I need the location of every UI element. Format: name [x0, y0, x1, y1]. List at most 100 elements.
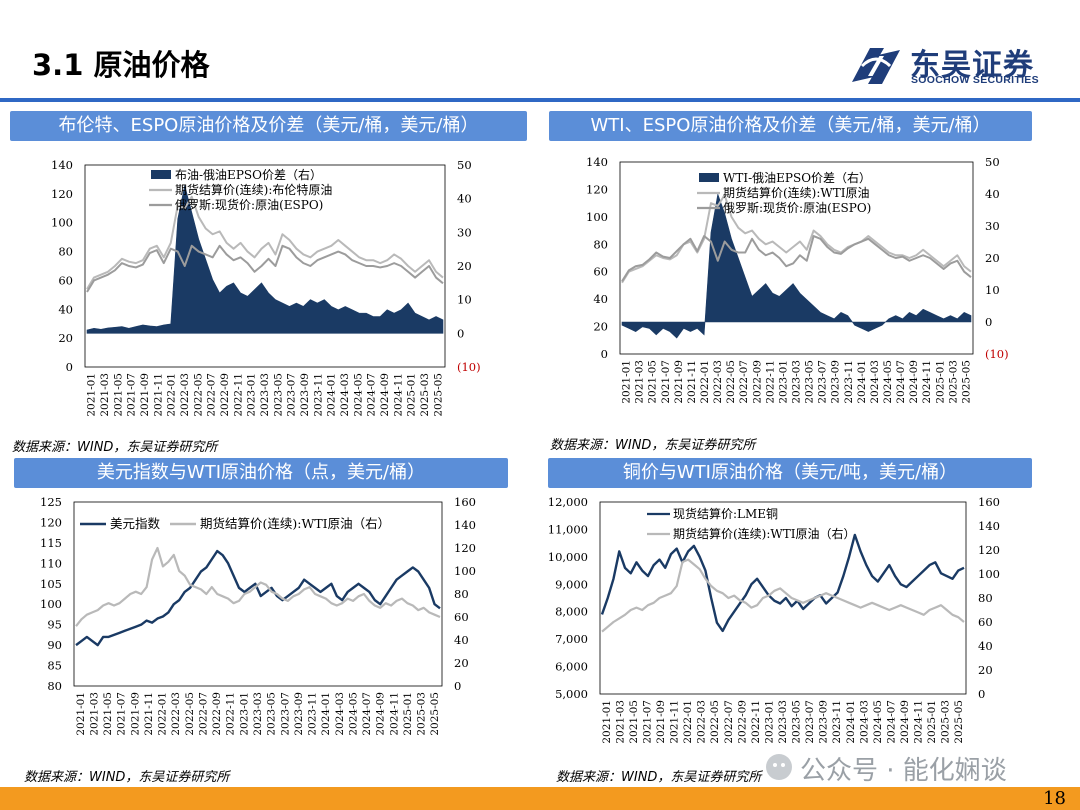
y-right-tick-label: 140: [978, 519, 1000, 533]
x-tick-label: 2024-03: [869, 360, 881, 404]
chart-brent-espo: 0 20 40 60 80 100 120 140 (10) 0 10 20 30 40 50 2021-01…: [51, 158, 481, 417]
x-tick-label: 2024-05: [352, 373, 364, 417]
x-tick-label: 2024-07: [895, 360, 907, 404]
x-tick-label: 2024-09: [379, 373, 391, 417]
y-left-tick-label: 125: [40, 495, 62, 509]
x-tick-label: 2021-11: [669, 700, 681, 744]
y-right-tick-label: 0: [454, 679, 461, 693]
x-tick-label: 2024-05: [882, 360, 894, 404]
y-right-tick-label: 50: [457, 158, 472, 172]
x-tick-label: 2024-07: [366, 373, 378, 417]
x-tick-label: 2023-11: [831, 700, 843, 744]
chart-copper-wti: 5,000 6,000 7,000 8,000 9,000 10,000 11,000 12,…: [548, 495, 1000, 744]
panel-title-3: 美元指数与WTI原油价格（点，美元/桶）: [14, 458, 508, 488]
x-tick-label: 2021-01: [621, 360, 633, 404]
x-tick-label: 2022-09: [219, 373, 231, 417]
x-tick-label: 2022-07: [723, 700, 735, 744]
x-tick-label: 2021-09: [129, 692, 141, 736]
x-tick-label: 2025-03: [419, 373, 431, 417]
y-left-tick-label: 10,000: [548, 550, 588, 564]
legend-label: 布油-俄油EPSO价差（右）: [175, 167, 322, 182]
x-tick-label: 2022-05: [192, 373, 204, 417]
y-right-tick-label: 0: [457, 326, 464, 340]
x-tick-label: 2025-03: [416, 692, 428, 736]
source-note-4: 数据来源：WIND，东吴证券研究所: [556, 770, 762, 785]
x-tick-label: 2021-09: [673, 360, 685, 404]
x-tick-label: 2021-01: [601, 700, 613, 744]
y-right-tick-label: 80: [454, 587, 469, 601]
y-right-tick-label: (10): [985, 347, 1009, 361]
x-tick-label: 2023-01: [238, 692, 250, 736]
y-left-tick-label: 7,000: [555, 632, 588, 646]
x-tick-label: 2025-01: [406, 373, 418, 417]
x-tick-label: 2021-07: [126, 373, 138, 417]
legend-label: 期货结算价(连续):WTI原油（右）: [200, 516, 390, 531]
legend-label: 期货结算价(连续):布伦特原油: [175, 182, 332, 197]
legend-label: 俄罗斯:现货价:原油(ESPO): [175, 197, 323, 212]
y-left-tick-label: 140: [586, 155, 608, 169]
x-tick-label: 2023-05: [791, 700, 803, 744]
x-tick-label: 2022-07: [206, 373, 218, 417]
x-tick-label: 2022-11: [750, 700, 762, 744]
y-right-tick-label: 160: [454, 495, 476, 509]
x-tick-label: 2021-03: [634, 360, 646, 404]
x-tick-label: 2023-07: [817, 360, 829, 404]
series-line: [86, 195, 444, 290]
y-right-tick-label: 60: [454, 610, 469, 624]
y-left-tick-label: 20: [593, 320, 608, 334]
x-tick-label: 2023-09: [299, 373, 311, 417]
logo-subtitle: SOOCHOW SECURITIES: [911, 74, 1039, 86]
y-right-tick-label: 120: [978, 543, 1000, 557]
x-tick-label: 2023-01: [246, 373, 258, 417]
x-tick-label: 2023-07: [279, 692, 291, 736]
x-tick-label: 2023-01: [777, 360, 789, 404]
soochow-logo-icon: [852, 48, 900, 84]
x-tick-label: 2024-09: [899, 700, 911, 744]
y-left-tick-label: 0: [66, 360, 73, 374]
x-tick-label: 2021-05: [647, 360, 659, 404]
y-left-tick-label: 85: [47, 659, 62, 673]
x-tick-label: 2025-01: [934, 360, 946, 404]
x-tick-label: 2022-11: [225, 692, 237, 736]
x-tick-label: 2022-01: [682, 700, 694, 744]
y-right-tick-label: 140: [454, 518, 476, 532]
y-right-tick-label: (10): [457, 360, 481, 374]
x-tick-label: 2022-05: [725, 360, 737, 404]
y-left-tick-label: 11,000: [548, 522, 588, 536]
x-tick-label: 2023-03: [252, 692, 264, 736]
x-tick-label: 2022-05: [184, 692, 196, 736]
x-tick-label: 2021-03: [614, 700, 626, 744]
x-tick-label: 2022-01: [157, 692, 169, 736]
chart-wti-espo: 0 20 40 60 80 100 120 140 (10) 0 10 20 30 40 50 2021-01…: [586, 155, 1009, 404]
x-tick-label: 2024-03: [339, 373, 351, 417]
x-tick-label: 2022-07: [738, 360, 750, 404]
x-tick-label: 2024-01: [845, 700, 857, 744]
x-tick-label: 2024-07: [361, 692, 373, 736]
series-line: [75, 546, 441, 627]
x-tick-label: 2024-11: [388, 692, 400, 736]
y-left-tick-label: 140: [51, 158, 73, 172]
plot-frame: [599, 501, 967, 695]
x-tick-label: 2022-11: [764, 360, 776, 404]
x-tick-label: 2025-03: [947, 360, 959, 404]
legend-swatch: [151, 170, 171, 179]
x-tick-label: 2023-07: [286, 373, 298, 417]
x-tick-label: 2023-09: [830, 360, 842, 404]
y-left-tick-label: 105: [40, 577, 62, 591]
x-tick-label: 2024-11: [913, 700, 925, 744]
header-rule: [0, 98, 1080, 102]
x-tick-label: 2025-01: [926, 700, 938, 744]
y-right-tick-label: 20: [454, 656, 469, 670]
x-tick-label: 2022-09: [736, 700, 748, 744]
x-tick-label: 2025-05: [429, 692, 441, 736]
y-left-tick-label: 100: [586, 210, 608, 224]
x-tick-label: 2024-03: [858, 700, 870, 744]
legend-label: 期货结算价(连续):WTI原油（右）: [673, 526, 856, 541]
y-right-tick-label: 20: [985, 251, 1000, 265]
series-line: [621, 193, 972, 284]
y-right-tick-label: 40: [454, 633, 469, 647]
y-right-tick-label: 40: [457, 192, 472, 206]
series-line: [75, 549, 441, 647]
y-right-tick-label: 10: [457, 293, 472, 307]
y-left-tick-label: 12,000: [548, 495, 588, 509]
